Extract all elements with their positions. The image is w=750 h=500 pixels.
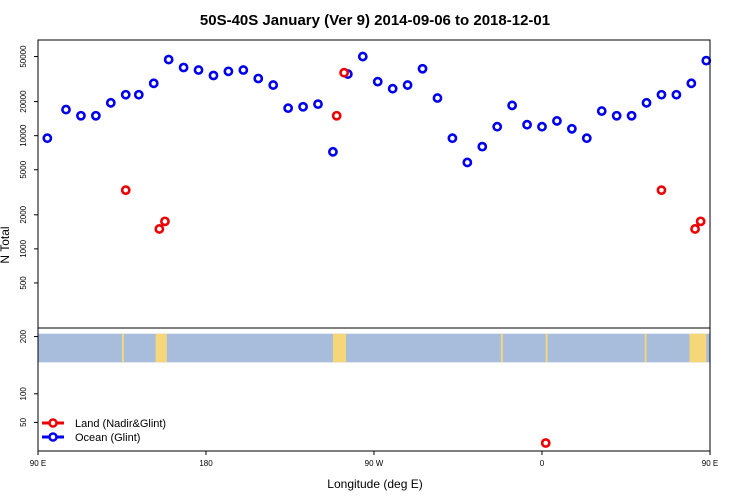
top-y-tick-label: 2000 <box>19 205 28 223</box>
legend-item-land: Land (Nadir&Glint) <box>42 418 166 430</box>
x-tick-label: 90 W <box>365 459 384 468</box>
x-tick-label: 0 <box>540 459 545 468</box>
x-axis-label: Longitude (deg E) <box>327 477 422 491</box>
ocean-band <box>38 333 710 363</box>
land-patch <box>500 333 503 363</box>
ocean-point <box>313 99 323 110</box>
legend-swatch-land-marker <box>48 418 58 428</box>
land-patch <box>332 333 346 363</box>
legend: Land (Nadir&Glint) Ocean (Glint) <box>42 418 166 444</box>
ocean-point <box>372 76 383 87</box>
land-point <box>154 224 165 234</box>
bottom-points <box>540 438 551 448</box>
ocean-point <box>193 65 204 75</box>
ocean-point <box>387 83 398 94</box>
ocean-point <box>641 97 652 108</box>
bottom-y-tick-label: 100 <box>19 387 28 401</box>
ocean-point <box>432 93 443 103</box>
land-patch <box>122 333 124 363</box>
land-patch <box>155 333 167 363</box>
land-point <box>656 185 667 196</box>
top-panel: 500 1000 2000 5000 10000 20000 50000 <box>19 39 712 329</box>
x-tick-label: 180 <box>199 459 213 468</box>
ocean-point <box>701 55 712 66</box>
land-patch <box>644 333 647 363</box>
ocean-point <box>42 133 53 144</box>
land-point <box>690 224 700 234</box>
ocean-point <box>566 123 577 134</box>
legend-item-ocean: Ocean (Glint) <box>42 432 140 444</box>
ocean-point <box>61 104 71 115</box>
ocean-point <box>268 80 279 90</box>
bottom-y-tick-label: 200 <box>19 329 28 343</box>
ocean-point <box>537 121 547 132</box>
ocean-point <box>626 110 637 121</box>
land-patch <box>545 333 548 363</box>
ocean-point <box>611 110 622 121</box>
ocean-point <box>656 89 667 100</box>
bottom-panel: 50 100 200 <box>19 327 711 452</box>
ocean-point <box>163 54 174 65</box>
legend-label-ocean: Ocean (Glint) <box>75 432 140 444</box>
ocean-point <box>552 116 562 126</box>
ocean-point <box>133 89 144 100</box>
ocean-point <box>105 97 116 108</box>
top-y-tick-label: 20000 <box>19 90 28 113</box>
ocean-point <box>507 100 518 111</box>
ocean-point <box>581 133 592 144</box>
ocean-point <box>477 141 488 152</box>
ocean-point <box>178 62 189 73</box>
ocean-point <box>90 110 101 121</box>
top-y-tick-label: 500 <box>19 276 28 290</box>
ocean-point <box>522 119 532 130</box>
land-patches <box>122 333 707 363</box>
top-y-tick-label: 50000 <box>19 45 28 68</box>
land-point <box>120 185 131 196</box>
ocean-point <box>238 65 249 75</box>
land-point <box>540 438 551 448</box>
x-tick-label: 90 E <box>30 459 46 468</box>
ocean-point <box>208 70 219 81</box>
ocean-point <box>596 106 607 116</box>
land-point <box>695 216 706 227</box>
bottom-y-tick-label: 50 <box>19 417 28 426</box>
ocean-point <box>328 146 338 157</box>
ocean-point <box>357 51 368 62</box>
ocean-point <box>492 121 503 132</box>
x-axis: 90 E 180 90 W 0 90 E <box>30 451 718 468</box>
land-point <box>160 216 170 227</box>
top-points <box>42 51 712 234</box>
ocean-point <box>417 63 428 74</box>
land-patch <box>689 333 707 363</box>
ocean-point <box>671 89 682 100</box>
ocean-point <box>402 80 413 90</box>
top-y-tick-label: 10000 <box>19 124 28 147</box>
ocean-point <box>462 157 473 168</box>
ocean-point <box>76 110 86 121</box>
top-y-axis: 500 1000 2000 5000 10000 20000 50000 <box>19 45 38 290</box>
top-y-tick-label: 5000 <box>19 160 28 178</box>
x-tick-label: 90 E <box>702 459 718 468</box>
y-axis-label: N Total <box>0 226 12 263</box>
ocean-point <box>447 133 458 144</box>
ocean-point <box>253 73 264 84</box>
top-y-tick-label: 1000 <box>19 239 28 257</box>
ocean-point <box>686 78 697 89</box>
land-point <box>339 67 350 78</box>
bottom-y-axis: 50 100 200 <box>19 329 38 427</box>
legend-swatch-ocean-marker <box>48 432 58 442</box>
ocean-point <box>223 66 234 77</box>
land-point <box>331 110 342 121</box>
ocean-point <box>148 78 159 89</box>
ocean-point <box>298 101 308 112</box>
legend-label-land: Land (Nadir&Glint) <box>75 418 166 430</box>
ocean-point <box>120 89 131 100</box>
chart-title: 50S-40S January (Ver 9) 2014-09-06 to 20… <box>200 12 550 29</box>
ocean-point <box>283 103 294 114</box>
